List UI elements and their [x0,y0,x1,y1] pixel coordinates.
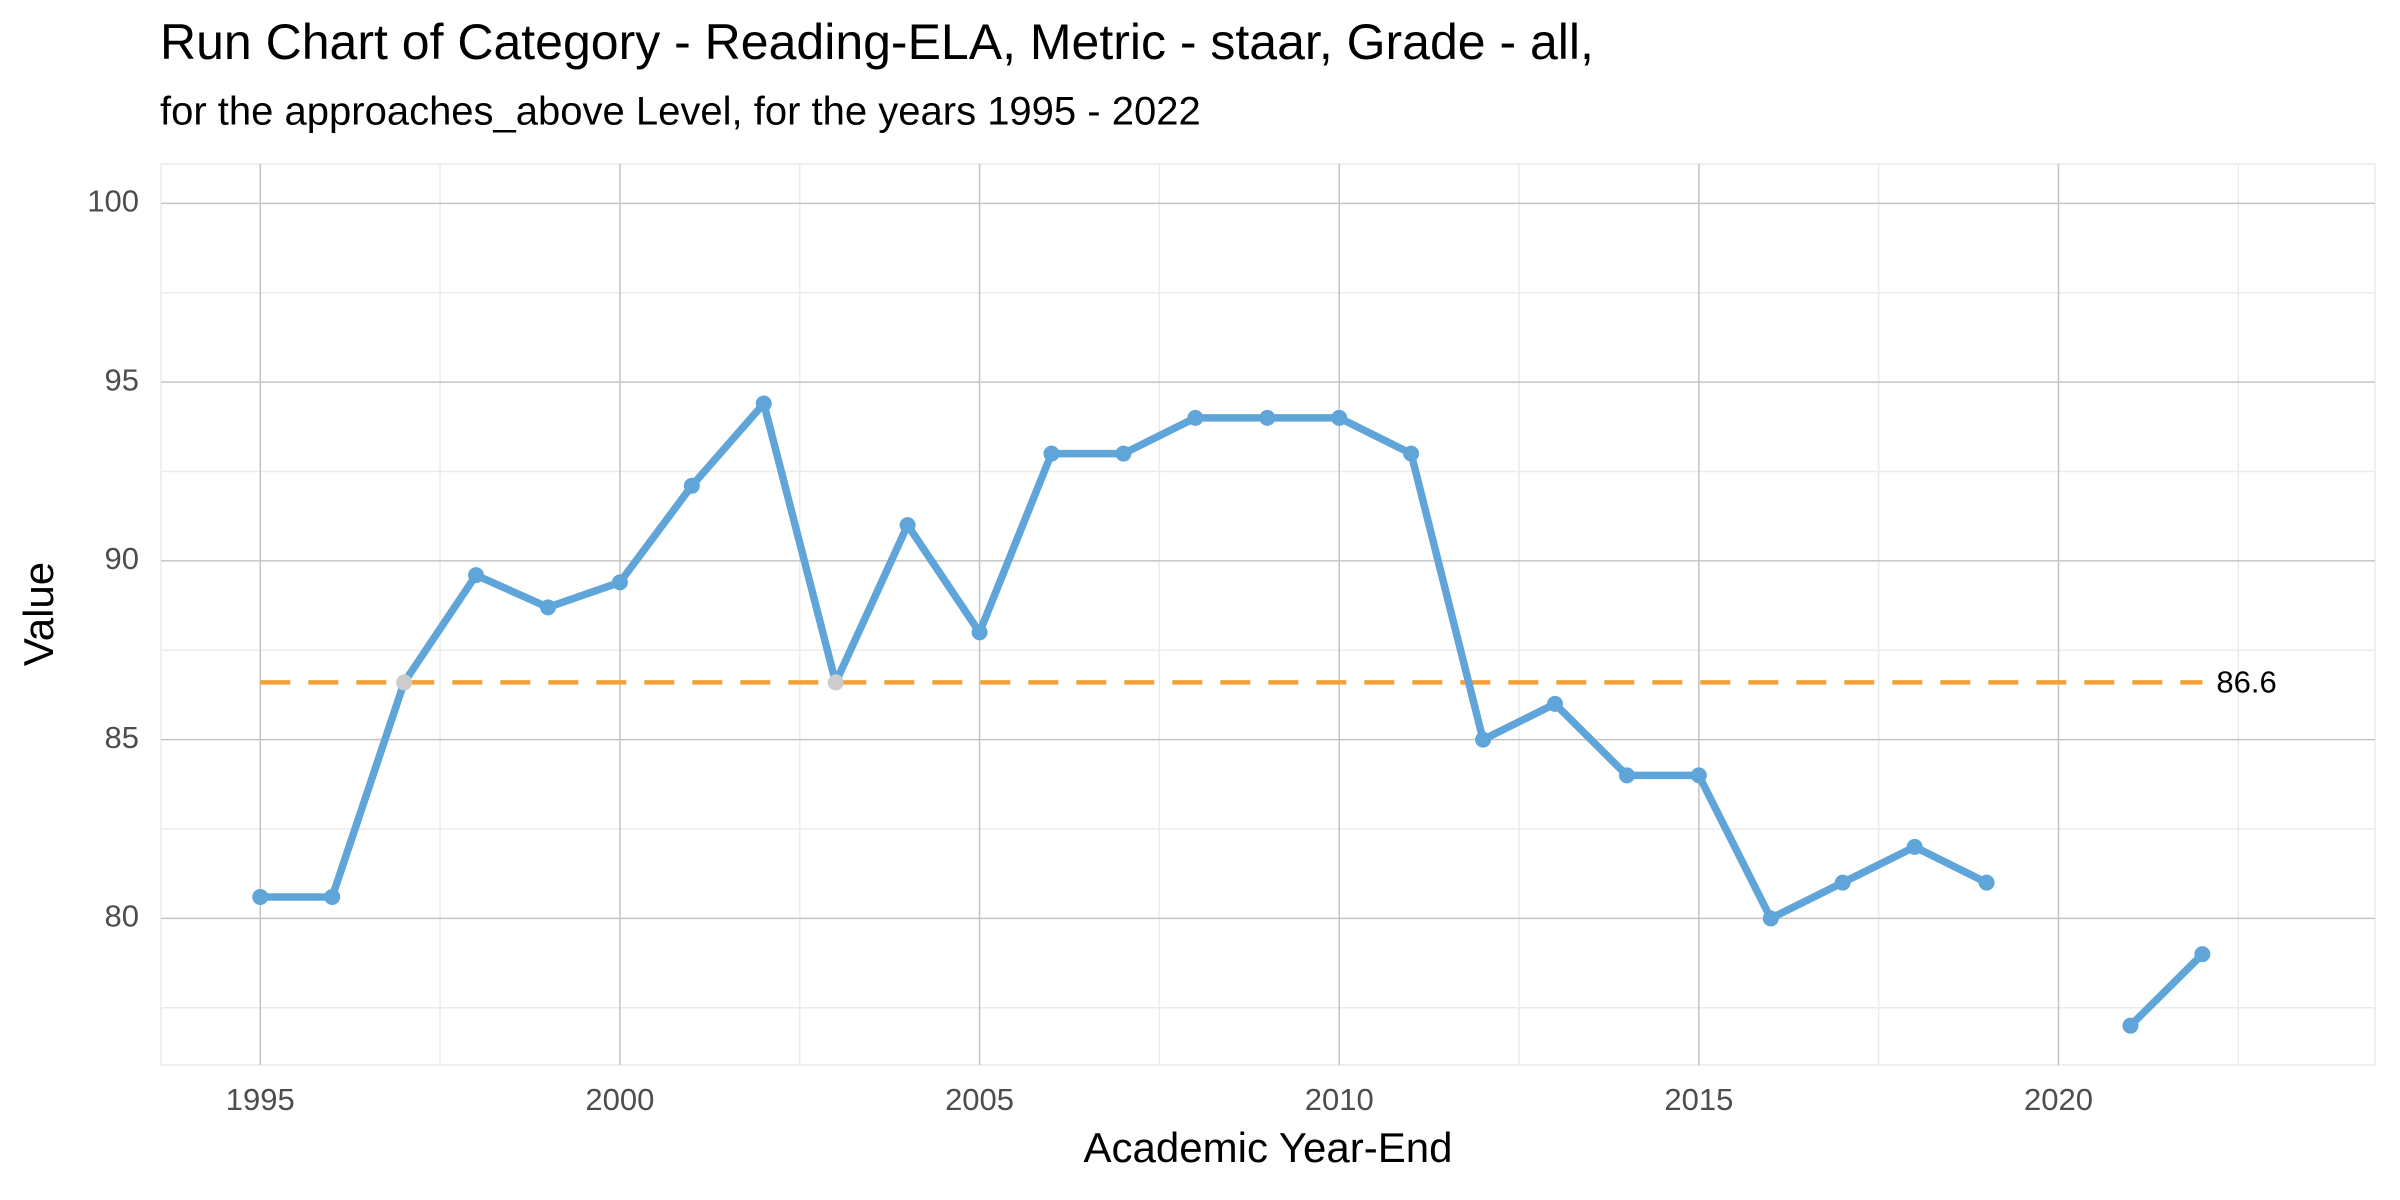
data-point [396,674,413,691]
plot-panel [160,163,2376,1066]
data-point [539,599,556,616]
x-tick-label: 2015 [1664,1082,1733,1117]
y-tick-label: 100 [87,184,139,219]
y-tick-label: 90 [105,541,139,576]
median-label: 86.6 [2216,665,2276,700]
x-axis-title: Academic Year-End [1084,1124,1453,1171]
data-point [899,517,916,534]
data-point [1618,767,1635,784]
x-tick-label: 2005 [945,1082,1014,1117]
data-point [971,624,988,641]
chart-subtitle: for the approaches_above Level, for the … [160,90,1201,134]
data-point [324,888,341,905]
data-point [1187,409,1204,426]
data-point [827,674,844,691]
data-point [252,888,269,905]
data-point [2122,1017,2139,1034]
data-point [1043,445,1060,462]
data-point [611,574,628,591]
x-tick-label: 2000 [585,1082,654,1117]
y-tick-label: 80 [105,899,139,934]
data-point [1547,695,1563,712]
y-axis-title: Value [15,562,62,666]
data-point [1331,409,1348,426]
data-point [1115,445,1132,462]
data-point [468,567,485,584]
x-tick-label: 1995 [226,1082,295,1117]
x-tick-label: 2020 [2024,1082,2093,1117]
data-point [1690,767,1707,784]
data-point [1834,874,1851,891]
data-point [1475,731,1492,748]
data-point [1978,874,1995,891]
x-tick-label: 2010 [1305,1082,1374,1117]
data-point [2194,946,2211,963]
y-tick-label: 85 [105,720,139,755]
data-point [1906,838,1923,855]
data-point [1762,910,1779,927]
data-point [683,477,700,494]
y-tick-label: 95 [105,362,139,397]
data-point [1259,409,1276,426]
data-point [1403,445,1420,462]
chart-title: Run Chart of Category - Reading-ELA, Met… [160,14,1594,70]
data-point [755,395,772,412]
